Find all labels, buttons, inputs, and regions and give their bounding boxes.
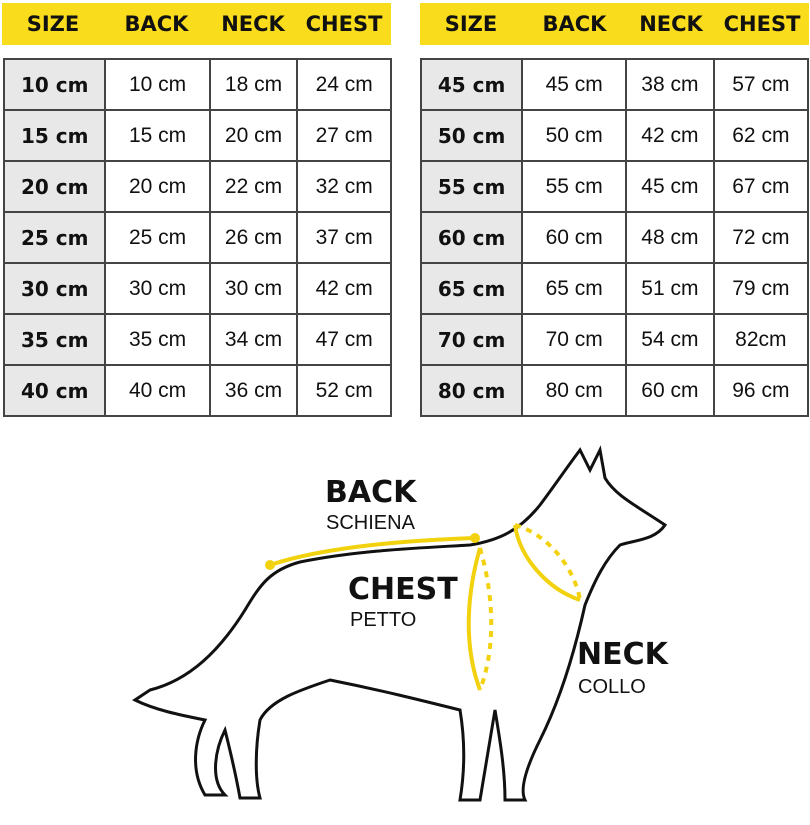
header-size: SIZE [444,12,498,36]
header-back: BACK [124,12,189,36]
header-back: BACK [542,12,607,36]
header-chest: CHEST [305,12,383,36]
measure-cell: 26 cm [208,211,299,264]
table-row: 60 cm 60 cm 48 cm 72 cm [419,211,810,264]
table-row: 45 cm 45 cm 38 cm 57 cm [419,58,810,111]
neck-sublabel: COLLO [578,676,646,698]
measure-cell: 24 cm [296,58,392,111]
size-cell: 35 cm [2,313,107,366]
measure-cell: 96 cm [712,364,810,417]
size-cell: 20 cm [2,160,107,213]
measure-cell: 10 cm [104,58,211,111]
size-cell: 50 cm [419,109,524,162]
chest-sublabel: PETTO [350,609,417,631]
size-cell: 30 cm [2,262,107,315]
measure-cell: 82cm [712,313,810,366]
size-cell: 65 cm [419,262,524,315]
measure-cell: 42 cm [296,262,392,315]
measure-cell: 80 cm [521,364,628,417]
measure-cell: 60 cm [521,211,628,264]
back-sublabel: SCHIENA [326,512,415,534]
measure-cell: 60 cm [625,364,715,417]
measure-cell: 48 cm [625,211,715,264]
measure-cell: 67 cm [712,160,810,213]
right-header: SIZE BACK NECK CHEST [420,3,809,45]
measure-cell: 15 cm [104,109,211,162]
measure-cell: 42 cm [625,109,715,162]
table-row: 10 cm 10 cm 18 cm 24 cm [2,58,392,111]
measure-cell: 20 cm [104,160,211,213]
table-row: 25 cm 25 cm 26 cm 37 cm [2,211,392,264]
measure-cell: 65 cm [521,262,628,315]
header-neck: NECK [639,12,703,36]
size-cell: 15 cm [2,109,107,162]
measure-cell: 45 cm [625,160,715,213]
measure-cell: 55 cm [521,160,628,213]
measure-cell: 79 cm [712,262,810,315]
table-row: 65 cm 65 cm 51 cm 79 cm [419,262,810,315]
measure-cell: 27 cm [296,109,392,162]
measure-cell: 37 cm [296,211,392,264]
measure-cell: 62 cm [712,109,810,162]
table-row: 70 cm 70 cm 54 cm 82cm [419,313,810,366]
header-chest: CHEST [723,12,801,36]
measure-cell: 30 cm [104,262,211,315]
table-row: 15 cm 15 cm 20 cm 27 cm [2,109,392,162]
right-size-table: 45 cm 45 cm 38 cm 57 cm 50 cm 50 cm 42 cm 62 cm… [419,58,810,417]
back-label: BACK [325,475,417,510]
measure-cell: 50 cm [521,109,628,162]
measure-cell: 47 cm [296,313,392,366]
measure-cell: 20 cm [208,109,299,162]
measure-cell: 32 cm [296,160,392,213]
table-row: 80 cm 80 cm 60 cm 96 cm [419,364,810,417]
measure-cell: 54 cm [625,313,715,366]
measure-cell: 34 cm [208,313,299,366]
size-cell: 25 cm [2,211,107,264]
header-neck: NECK [221,12,285,36]
size-cell: 45 cm [419,58,524,111]
size-cell: 10 cm [2,58,107,111]
header-size: SIZE [26,12,80,36]
table-row: 40 cm 40 cm 36 cm 52 cm [2,364,392,417]
table-row: 30 cm 30 cm 30 cm 42 cm [2,262,392,315]
back-measure-line [269,536,476,567]
table-row: 20 cm 20 cm 22 cm 32 cm [2,160,392,213]
size-cell: 40 cm [2,364,107,417]
measure-cell: 25 cm [104,211,211,264]
left-header: SIZE BACK NECK CHEST [2,3,391,45]
neck-measure-line [513,524,581,602]
measure-cell: 45 cm [521,58,628,111]
chest-label: CHEST [348,572,458,607]
measure-cell: 52 cm [296,364,392,417]
measure-cell: 38 cm [625,58,715,111]
measure-cell: 36 cm [208,364,299,417]
table-row: 55 cm 55 cm 45 cm 67 cm [419,160,810,213]
measure-cell: 35 cm [104,313,211,366]
dog-outline [132,445,668,802]
chest-measure-line [466,547,482,691]
measure-cell: 72 cm [712,211,810,264]
measure-cell: 70 cm [521,313,628,366]
table-row: 50 cm 50 cm 42 cm 62 cm [419,109,810,162]
measure-cell: 40 cm [104,364,211,417]
measure-cell: 57 cm [712,58,810,111]
measure-cell: 30 cm [208,262,299,315]
measure-cell: 22 cm [208,160,299,213]
size-cell: 60 cm [419,211,524,264]
measure-cell: 18 cm [208,58,299,111]
size-cell: 55 cm [419,160,524,213]
left-size-table: 10 cm 10 cm 18 cm 24 cm 15 cm 15 cm 20 cm 27 cm… [2,58,392,417]
neck-label: NECK [577,637,668,672]
measure-cell: 51 cm [625,262,715,315]
size-cell: 70 cm [419,313,524,366]
table-row: 35 cm 35 cm 34 cm 47 cm [2,313,392,366]
size-cell: 80 cm [419,364,524,417]
